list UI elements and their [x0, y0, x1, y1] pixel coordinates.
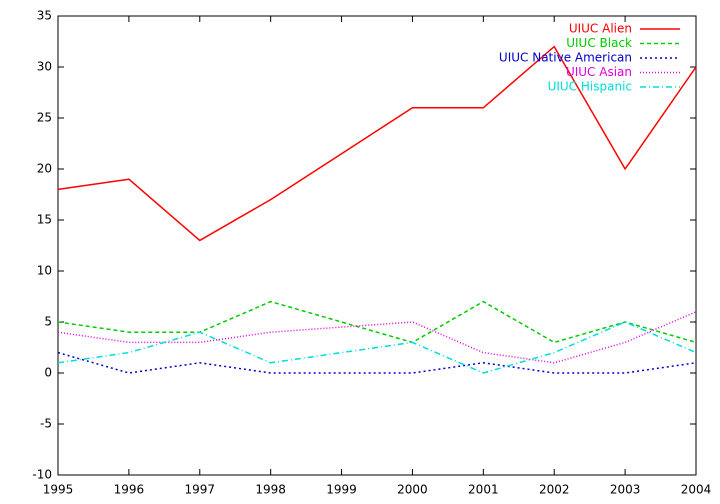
x-tick-label: 1999 — [326, 483, 357, 497]
x-tick-label: 2003 — [610, 483, 641, 497]
x-tick-label: 2000 — [397, 483, 428, 497]
series-line — [57, 311, 697, 364]
x-tick-label: 1995 — [43, 483, 74, 497]
legend-label: UIUC Hispanic — [548, 80, 632, 94]
x-tick-label: 1998 — [255, 483, 286, 497]
y-tick-label: 30 — [37, 60, 52, 74]
series-line — [57, 321, 697, 374]
plot-frame — [57, 15, 697, 476]
y-tick-label: 10 — [37, 264, 52, 278]
y-tick-label: -5 — [40, 417, 52, 431]
legend-label: UIUC Alien — [569, 22, 632, 36]
x-tick-label: 1996 — [114, 483, 145, 497]
legend-label: UIUC Black — [566, 36, 632, 50]
x-tick-label: 1997 — [185, 483, 216, 497]
series-line — [57, 351, 697, 374]
y-tick-label: 20 — [37, 162, 52, 176]
y-tick-label: 25 — [37, 111, 52, 125]
series-line — [57, 45, 697, 242]
legend-label: UIUC Native American — [499, 51, 632, 65]
x-tick-label: 2002 — [539, 483, 570, 497]
x-tick-label: 2004 — [681, 483, 712, 497]
series-line — [57, 300, 697, 344]
y-tick-label: 5 — [44, 315, 52, 329]
y-tick-label: -10 — [32, 468, 52, 482]
x-tick-label: 2001 — [468, 483, 499, 497]
legend-label: UIUC Asian — [566, 65, 632, 79]
y-tick-label: 0 — [44, 366, 52, 380]
y-tick-label: 35 — [37, 9, 52, 23]
y-tick-label: 15 — [37, 213, 52, 227]
